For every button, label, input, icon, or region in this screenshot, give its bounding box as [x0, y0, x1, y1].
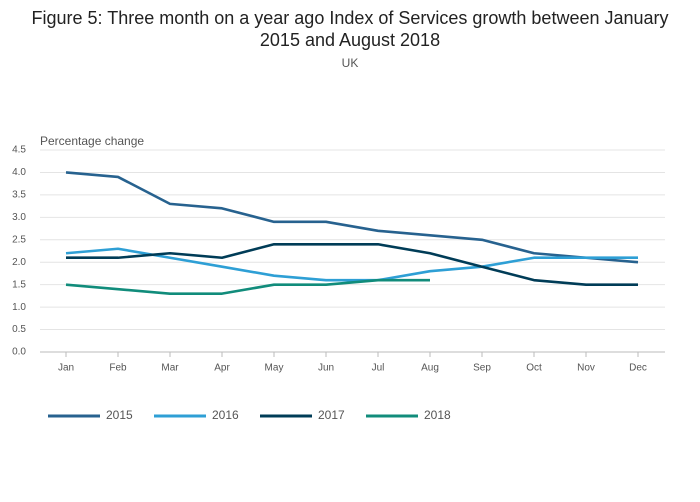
y-tick-label: 1.5 [12, 279, 26, 290]
y-tick-label: 2.0 [12, 257, 26, 268]
y-tick-label: 4.0 [12, 167, 26, 178]
legend-label: 2016 [212, 408, 239, 422]
chart-title: Figure 5: Three month on a year ago Inde… [31, 8, 669, 50]
x-tick-label: Oct [526, 363, 542, 374]
series-line [66, 242, 638, 286]
y-tick-label: 0.5 [12, 324, 26, 335]
y-tick-label: 3.5 [12, 190, 26, 201]
y-tick-label: 2.5 [12, 234, 26, 245]
y-tick-label: 0.0 [12, 347, 26, 358]
x-tick-label: Jul [372, 363, 385, 374]
x-tick-label: Mar [161, 363, 179, 374]
x-tick-label: Feb [109, 363, 127, 374]
series-line [65, 278, 430, 295]
y-axis-label: Percentage change [40, 134, 144, 148]
x-tick-label: Sep [473, 363, 491, 374]
x-tick-label: May [265, 363, 284, 374]
x-tick-label: Nov [577, 363, 595, 374]
legend-label: 2018 [424, 408, 451, 422]
series-line [65, 171, 639, 264]
legend-label: 2015 [106, 408, 133, 422]
x-tick-label: Jun [318, 363, 334, 374]
x-tick-label: Jan [58, 363, 74, 374]
y-tick-label: 4.5 [12, 145, 26, 156]
x-tick-label: Apr [214, 363, 230, 374]
x-tick-label: Aug [421, 363, 439, 374]
chart-subtitle: UK [342, 56, 359, 70]
legend-label: 2017 [318, 408, 345, 422]
x-tick-label: Dec [629, 363, 647, 374]
y-tick-label: 1.0 [12, 302, 26, 313]
y-tick-label: 3.0 [12, 212, 26, 223]
series-line [65, 247, 638, 282]
